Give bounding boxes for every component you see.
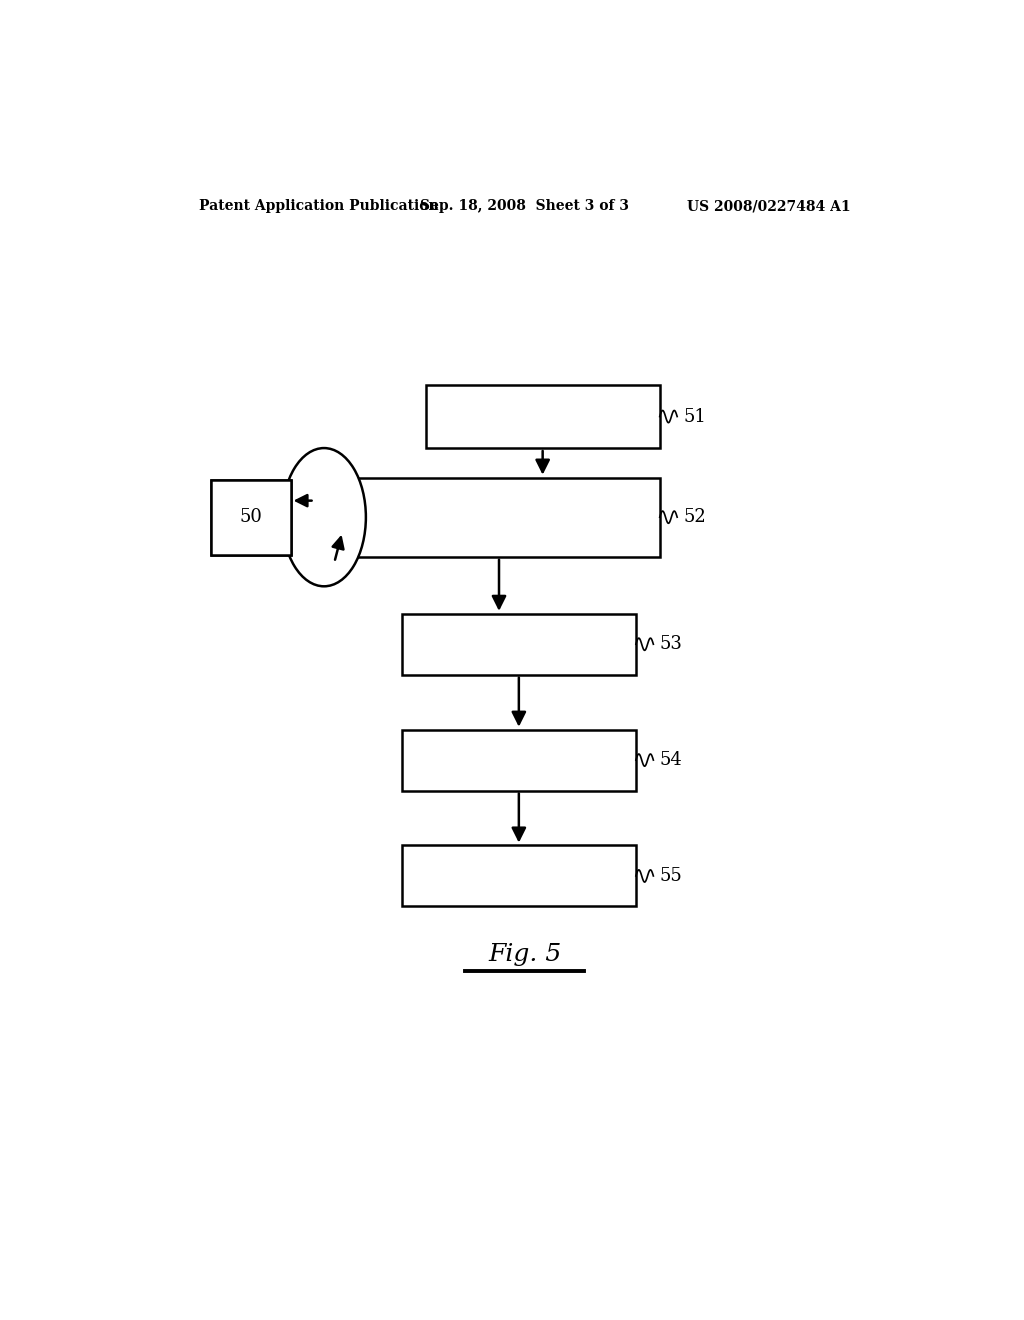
Bar bbox=[401, 614, 636, 675]
Bar bbox=[401, 730, 636, 791]
Text: 50: 50 bbox=[240, 508, 262, 527]
Bar bbox=[338, 478, 659, 557]
Text: 54: 54 bbox=[659, 751, 682, 770]
Text: Patent Application Publication: Patent Application Publication bbox=[200, 199, 439, 213]
Text: 55: 55 bbox=[659, 867, 682, 884]
Text: 52: 52 bbox=[684, 508, 707, 527]
Text: Sep. 18, 2008  Sheet 3 of 3: Sep. 18, 2008 Sheet 3 of 3 bbox=[420, 199, 630, 213]
Text: 51: 51 bbox=[684, 408, 707, 425]
Text: US 2008/0227484 A1: US 2008/0227484 A1 bbox=[686, 199, 850, 213]
Text: 50: 50 bbox=[240, 508, 262, 527]
Bar bbox=[211, 479, 291, 554]
Text: Fig. 5: Fig. 5 bbox=[488, 944, 561, 966]
Bar bbox=[401, 846, 636, 907]
Ellipse shape bbox=[283, 447, 366, 586]
Text: 53: 53 bbox=[659, 635, 683, 653]
Bar bbox=[211, 479, 291, 554]
Bar bbox=[426, 385, 659, 447]
